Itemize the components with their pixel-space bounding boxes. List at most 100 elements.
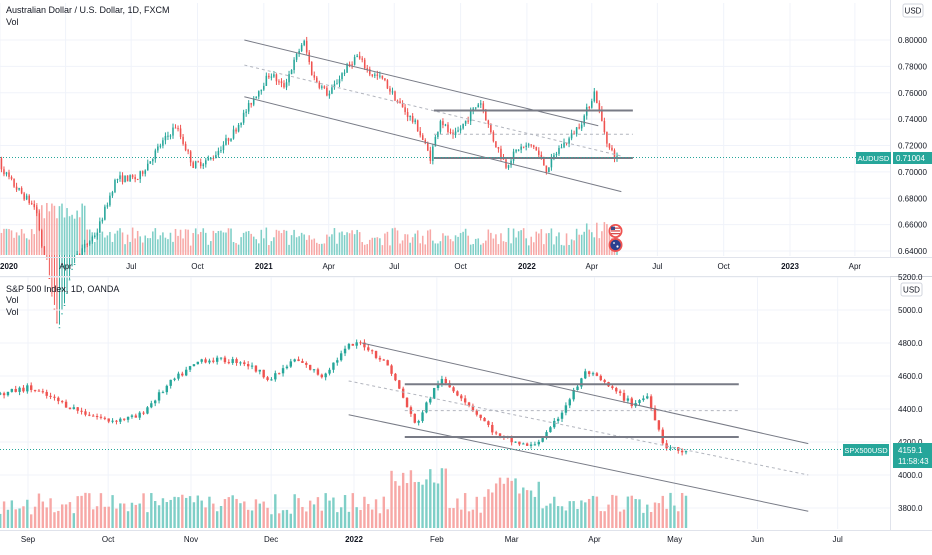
candle [316,367,320,376]
volume-bar [588,229,591,255]
candle [66,255,68,294]
volume-bar [41,501,45,528]
candle [83,239,86,253]
candle [126,416,130,423]
audusd-time-axis[interactable]: 2020 Apr Jul Oct 2021 Apr Jul Oct 2022 Apr Jul Oct 2… [0,257,932,272]
us-flag-icon[interactable] [608,224,623,238]
volume-bar [460,509,463,528]
candle [25,193,28,201]
candle [192,364,196,367]
volume-bar [332,497,335,528]
volume-bar [456,498,459,528]
candle [121,172,124,185]
volume-bar [595,496,599,528]
spx-price-pane[interactable] [0,276,890,529]
volume-bar [661,495,664,528]
audusd-price-tick-label: 0.74000 [898,115,927,124]
candle [146,159,149,171]
volume-bar [444,468,447,528]
volume-bar [280,233,283,255]
volume-bar [584,502,587,528]
candle [30,200,33,205]
volume-bar [434,243,437,255]
candle [405,397,409,408]
spx-channel-mid[interactable] [348,380,809,476]
candle [106,202,109,209]
volume-bar [560,506,564,528]
volume-bar [316,497,320,528]
volume-bar [596,222,598,255]
volume-bar [119,228,121,255]
spx-price-axis[interactable]: 5200.0 5000.0 4800.0 4600.0 4400.0 4200.0 4000… [890,273,924,530]
candle [290,69,293,75]
australia-flag-icon[interactable] [608,238,623,252]
candle [474,107,477,110]
volume-bar [396,230,399,255]
candle [207,155,210,161]
candle [467,116,469,124]
candle [680,448,684,456]
candle [177,371,180,381]
volume-bar [35,203,38,255]
candle [356,53,358,58]
volume-bar [615,495,618,528]
volume-bar [265,227,268,255]
volume-bar [114,233,116,255]
audusd-time-tick-label: Apr [586,262,599,271]
volume-bar [361,242,363,255]
candle [339,350,343,362]
audusd-price-axis[interactable]: 0.80000 0.78000 0.76000 0.74000 0.72000 0.700… [890,0,928,257]
volume-bar [260,229,263,255]
candle [189,150,192,167]
spx-vol-label-2: Vol [6,307,19,317]
volume-bar [210,241,212,255]
spx-time-axis[interactable]: Sep Oct Nov Dec 2022 Feb Mar Apr May Jun Jul [0,530,932,545]
volume-bar [411,237,414,255]
candle [116,178,119,184]
candle [593,87,596,103]
spx-countdown-label: 11:58:43 [898,457,929,466]
volume-bar [626,496,630,528]
candle [268,73,270,80]
candle [227,359,231,365]
candle [537,439,540,447]
volume-bar [507,227,510,255]
candle [152,158,154,166]
volume-bar [208,496,211,528]
candle [263,82,265,91]
volume-bar [5,228,8,255]
volume-bar [555,236,558,255]
volume-bar [283,229,285,255]
candle [37,389,41,392]
volume-bar [452,508,455,528]
candle [129,174,131,182]
audusd-currency-label: USD [905,7,922,16]
spx-channel-lower[interactable] [348,414,809,512]
volume-bar [416,230,419,255]
volume-bar [45,507,48,528]
candle [184,141,187,152]
candle [456,390,459,397]
volume-bar [258,503,262,528]
volume-bar [560,244,563,255]
audusd-currency-button[interactable]: USD [902,3,924,18]
candle [219,357,223,361]
candle [262,369,265,379]
volume-bar [121,232,124,255]
candle [91,414,95,417]
audusd-channel-mid[interactable] [244,64,622,157]
candle [479,100,482,108]
volume-bar [139,236,141,255]
spx-channel-upper[interactable] [361,342,809,445]
candle [595,371,599,377]
candle [173,377,176,382]
audusd-price-pane[interactable] [0,3,890,329]
candle [107,418,110,424]
candle [457,126,459,133]
spx-currency-button[interactable]: USD [900,282,923,297]
candle [459,125,462,134]
volume-bar [386,231,389,255]
volume-bar [549,503,552,528]
audusd-channel-lower[interactable] [244,96,622,193]
volume-bar [471,509,475,528]
